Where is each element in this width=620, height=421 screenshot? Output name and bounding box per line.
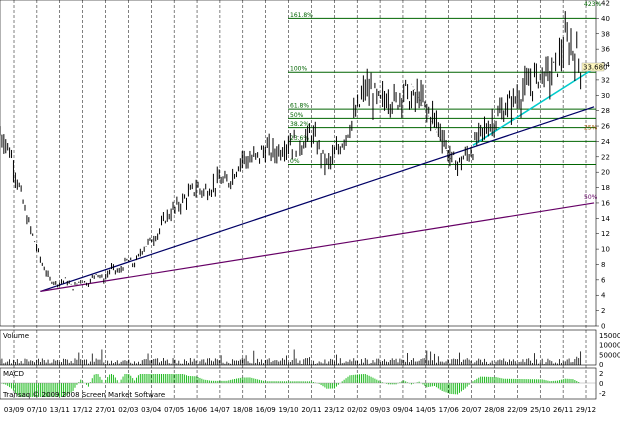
x-tick-label: 19/10 xyxy=(278,406,298,414)
y-tick-label: 22 xyxy=(601,153,610,161)
macd-panel-label: MACD xyxy=(3,370,24,378)
y-tick-label: 8 xyxy=(601,261,605,269)
x-tick-label: 28/08 xyxy=(484,406,504,414)
x-tick-label: 23/12 xyxy=(324,406,344,414)
credit-text: Transaq © 2009 2008 Screen Market Softwa… xyxy=(2,391,165,399)
x-tick-label: 18/08 xyxy=(233,406,253,414)
x-tick-label: 20/11 xyxy=(301,406,321,414)
x-tick-label: 14/05 xyxy=(416,406,436,414)
right-edge-label: 25% xyxy=(584,125,598,132)
x-tick-label: 17/12 xyxy=(73,406,93,414)
y-tick-label: 42 xyxy=(601,0,610,8)
last-price-label: 33.680 xyxy=(583,63,608,71)
y-tick-label: 12 xyxy=(601,230,610,238)
x-tick-label: 22/09 xyxy=(507,406,527,414)
fib-level-label: 161.8% xyxy=(290,12,313,19)
x-tick-label: 09/03 xyxy=(370,406,390,414)
x-tick-label: 25/10 xyxy=(530,406,550,414)
right-edge-label: 423% xyxy=(584,1,601,8)
y-tick-label: 36 xyxy=(601,46,610,54)
y-tick-label: 24 xyxy=(601,138,610,146)
volume-tick-label: 50000 xyxy=(599,351,620,359)
trendline-cyan xyxy=(472,67,595,146)
trendline-navy xyxy=(40,106,595,292)
x-tick-label: 20/07 xyxy=(462,406,482,414)
y-tick-label: 6 xyxy=(601,276,606,284)
volume-panel-frame xyxy=(0,329,597,366)
macd-tick-label: 0 xyxy=(599,380,603,388)
y-tick-label: 32 xyxy=(601,76,610,84)
macd-tick-label: 2 xyxy=(599,370,603,378)
fib-level-label: 100% xyxy=(290,66,307,73)
x-tick-label: 07/10 xyxy=(27,406,47,414)
fib-level-label: 61.8% xyxy=(290,103,309,110)
volume-tick-label: 100000 xyxy=(599,342,620,350)
y-tick-label: 20 xyxy=(601,169,610,177)
fib-level-label: 0% xyxy=(290,158,300,165)
x-tick-label: 02/02 xyxy=(347,406,367,414)
x-tick-label: 03/09 xyxy=(4,406,24,414)
x-tick-label: 13/11 xyxy=(50,406,70,414)
macd-panel-frame xyxy=(0,367,597,400)
y-tick-label: 4 xyxy=(601,292,606,300)
fib-level-label: 38.2% xyxy=(290,121,309,128)
y-tick-label: 16 xyxy=(601,199,610,207)
volume-panel-label: Volume xyxy=(3,332,29,340)
macd-tick-label: -2 xyxy=(599,390,606,398)
y-tick-label: 30 xyxy=(601,92,610,100)
fib-swing-line xyxy=(411,83,454,165)
fib-level-label: 50% xyxy=(290,112,304,119)
fib-level-label: 23.6% xyxy=(290,135,309,142)
x-tick-label: 17/06 xyxy=(439,406,460,414)
trendline-purple xyxy=(40,202,595,292)
x-tick-label: 14/07 xyxy=(210,406,230,414)
x-tick-label: 29/12 xyxy=(576,406,596,414)
y-tick-label: 18 xyxy=(601,184,610,192)
last-price-badge xyxy=(581,62,605,72)
x-tick-label: 07/05 xyxy=(164,406,184,414)
x-tick-label: 16/09 xyxy=(256,406,276,414)
y-tick-label: 2 xyxy=(601,307,605,315)
y-tick-label: 26 xyxy=(601,123,610,131)
volume-tick-label: 0 xyxy=(599,361,603,369)
y-tick-label: 14 xyxy=(601,215,610,223)
y-tick-label: 10 xyxy=(601,246,610,254)
y-tick-label: 38 xyxy=(601,30,610,38)
y-tick-label: 0 xyxy=(601,323,605,331)
price-panel-frame xyxy=(0,0,597,327)
x-tick-label: 02/03 xyxy=(118,406,138,414)
x-tick-label: 26/11 xyxy=(553,406,573,414)
x-tick-label: 27/01 xyxy=(95,406,115,414)
x-tick-label: 03/04 xyxy=(141,406,162,414)
x-tick-label: 09/04 xyxy=(393,406,414,414)
y-tick-label: 34 xyxy=(601,61,610,69)
right-edge-label: 50% xyxy=(584,194,598,201)
volume-tick-label: 150000 xyxy=(599,332,620,340)
y-tick-label: 28 xyxy=(601,107,610,115)
y-tick-label: 40 xyxy=(601,15,610,23)
x-tick-label: 16/06 xyxy=(187,406,208,414)
